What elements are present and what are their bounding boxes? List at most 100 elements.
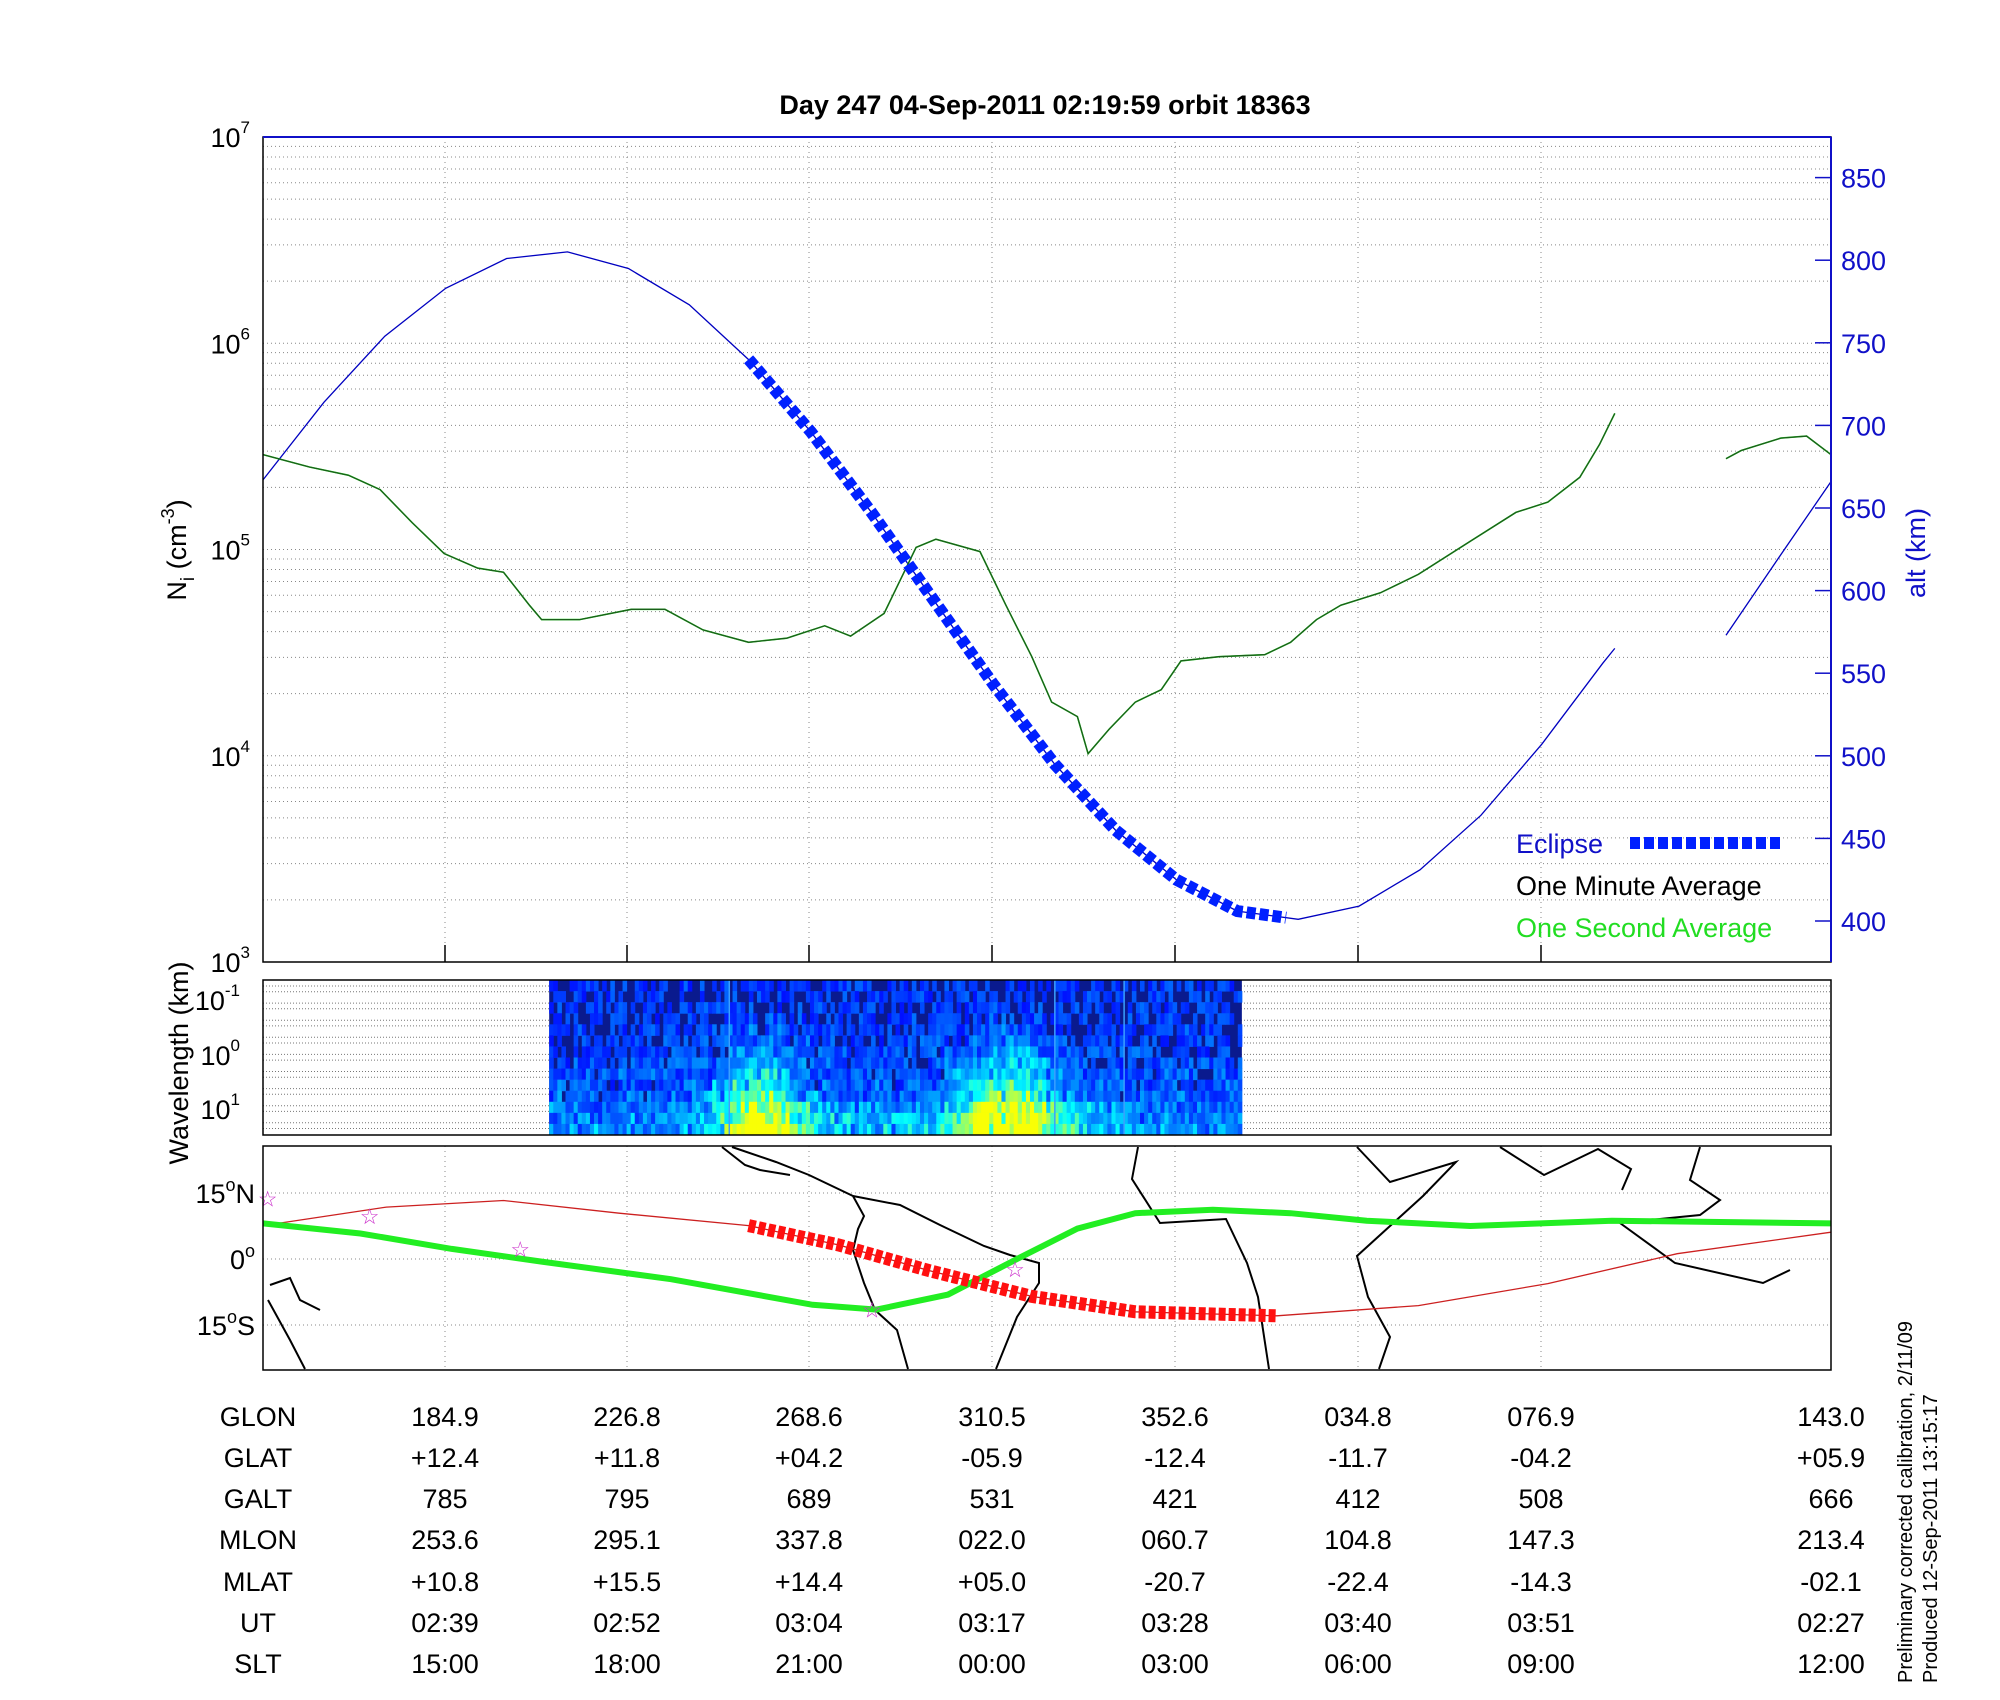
spectrogram-cell bbox=[565, 1090, 571, 1103]
spectrogram-cell bbox=[756, 1079, 762, 1092]
spectrogram-cell bbox=[1139, 1035, 1145, 1047]
spectrogram-cell bbox=[989, 1013, 994, 1025]
spectrogram-cell bbox=[1070, 1002, 1076, 1014]
spectrogram-cell bbox=[1152, 1057, 1157, 1070]
table-cell: 09:00 bbox=[1507, 1649, 1575, 1679]
spectrogram-cell bbox=[818, 1002, 823, 1014]
spectrogram-cell bbox=[997, 1090, 1002, 1103]
spectrogram-cell bbox=[557, 1079, 562, 1092]
spectrogram-cell bbox=[818, 1046, 823, 1058]
spectrogram-cell bbox=[1103, 1046, 1108, 1058]
spectrogram-cell bbox=[679, 1057, 685, 1070]
spectrogram-cell bbox=[1091, 991, 1096, 1003]
spectrogram-cell bbox=[985, 1013, 990, 1025]
spectrogram-cell bbox=[1217, 1112, 1222, 1125]
spectrogram-cell bbox=[879, 1123, 884, 1136]
spectrogram-cell bbox=[846, 1079, 852, 1092]
spectrogram-cell bbox=[915, 1024, 921, 1036]
spectrogram-cell bbox=[1197, 1002, 1202, 1014]
spectrogram-cell bbox=[663, 1035, 668, 1047]
spectrogram-cell bbox=[1058, 1112, 1064, 1125]
spectrogram-cell bbox=[663, 1101, 668, 1114]
spectrogram-cell bbox=[1025, 1002, 1031, 1014]
spectrogram-cell bbox=[858, 1046, 864, 1058]
spectrogram-cell bbox=[728, 1046, 734, 1058]
spectrogram-cell bbox=[924, 980, 929, 992]
spectrogram-cell bbox=[928, 1057, 933, 1070]
table-cell: 352.6 bbox=[1141, 1402, 1209, 1432]
calibration-note: Preliminary corrected calibration, 2/11/… bbox=[1895, 1321, 1917, 1683]
spectrogram-cell bbox=[891, 991, 897, 1003]
spectrogram-cell bbox=[622, 980, 628, 992]
spectrogram-cell bbox=[614, 1046, 619, 1058]
spectrogram-cell bbox=[565, 1112, 571, 1125]
spectrogram-cell bbox=[732, 1101, 738, 1114]
table-cell: 184.9 bbox=[411, 1402, 479, 1432]
spectrogram-cell bbox=[1221, 1013, 1227, 1025]
spectrogram-cell bbox=[960, 991, 966, 1003]
spectrogram-cell bbox=[1180, 1057, 1186, 1070]
spectrogram-cell bbox=[805, 1046, 811, 1058]
spectrogram-cell bbox=[818, 1123, 823, 1136]
spectrogram-cell bbox=[1001, 1101, 1007, 1114]
spectrogram-cell bbox=[683, 1057, 689, 1070]
spectrogram-cell bbox=[1050, 1079, 1055, 1092]
spectrogram-cell bbox=[993, 1101, 998, 1114]
spectrogram-cell bbox=[830, 1090, 835, 1103]
spectrogram-cell bbox=[809, 1046, 815, 1058]
spectrogram-cell bbox=[785, 1112, 791, 1125]
spectrogram-cell bbox=[630, 1046, 636, 1058]
spectrogram-cell bbox=[1021, 1101, 1027, 1114]
spectrogram-cell bbox=[1184, 1123, 1190, 1136]
spectrogram-cell bbox=[1103, 1123, 1108, 1136]
spectrogram-cell bbox=[691, 1057, 697, 1070]
spectrogram-cell bbox=[651, 980, 656, 992]
spectrogram-cell bbox=[1160, 1090, 1165, 1103]
spectrogram-cell bbox=[1225, 1013, 1231, 1025]
spectrogram-cell bbox=[724, 1090, 729, 1103]
spectrogram-cell bbox=[879, 1079, 884, 1092]
spectrogram-cell bbox=[883, 1090, 888, 1103]
spectrogram-cell bbox=[704, 1112, 709, 1125]
spectrogram-cell bbox=[903, 1101, 909, 1114]
spectrogram-cell bbox=[655, 1013, 660, 1025]
spectrogram-cell bbox=[924, 1035, 929, 1047]
spectrogram-cell bbox=[1152, 1123, 1157, 1136]
spectrogram-cell bbox=[875, 1079, 880, 1092]
spectrogram-cell bbox=[626, 1123, 632, 1136]
spectrogram-cell bbox=[1160, 1013, 1165, 1025]
spectrogram-cell bbox=[1205, 1013, 1210, 1025]
spectrogram-cell bbox=[769, 1112, 774, 1125]
spectrogram-cell bbox=[993, 1002, 998, 1014]
spectrogram-cell bbox=[761, 1057, 766, 1070]
spectrogram-cell bbox=[1107, 1046, 1112, 1058]
spectrogram-cell bbox=[1058, 991, 1064, 1003]
spectrogram-cell bbox=[928, 1024, 933, 1036]
spectrogram-cell bbox=[1013, 1068, 1019, 1081]
spectrogram-cell bbox=[618, 1024, 624, 1036]
spectrogram-cell bbox=[1111, 1090, 1117, 1103]
spectrogram-cell bbox=[1099, 1101, 1104, 1114]
spectrogram-cell bbox=[1103, 1013, 1108, 1025]
spectrogram-cell bbox=[972, 1112, 978, 1125]
spectrogram-cell bbox=[1082, 1090, 1088, 1103]
spectrogram-cell bbox=[646, 1057, 652, 1070]
spectrogram-cell bbox=[997, 1024, 1002, 1036]
spectrogram-cell bbox=[972, 980, 978, 992]
spectrogram-cell bbox=[667, 1101, 672, 1114]
spectrogram-cell bbox=[1005, 1046, 1011, 1058]
spectrogram-cell bbox=[1025, 1046, 1031, 1058]
spectrogram-cell bbox=[871, 1123, 876, 1136]
spectrogram-cell bbox=[964, 1057, 970, 1070]
alt-tick-label: 750 bbox=[1841, 329, 1886, 359]
spectrogram-cell bbox=[989, 1046, 994, 1058]
spectrogram-cell bbox=[1046, 1101, 1051, 1114]
spectrogram-cell bbox=[667, 1079, 672, 1092]
spectrogram-cell bbox=[1046, 1046, 1051, 1058]
spectrogram-cell bbox=[671, 1123, 677, 1136]
spectrogram-cell bbox=[691, 1112, 697, 1125]
spectrogram-cell bbox=[589, 1024, 595, 1036]
spectrogram-cell bbox=[1050, 1013, 1055, 1025]
spectrogram-cell bbox=[858, 1035, 864, 1047]
spectrogram-cell bbox=[618, 1002, 624, 1014]
